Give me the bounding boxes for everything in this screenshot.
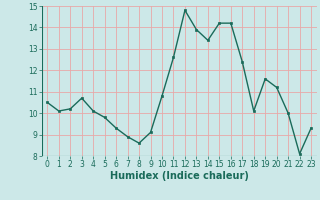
X-axis label: Humidex (Indice chaleur): Humidex (Indice chaleur) xyxy=(110,171,249,181)
